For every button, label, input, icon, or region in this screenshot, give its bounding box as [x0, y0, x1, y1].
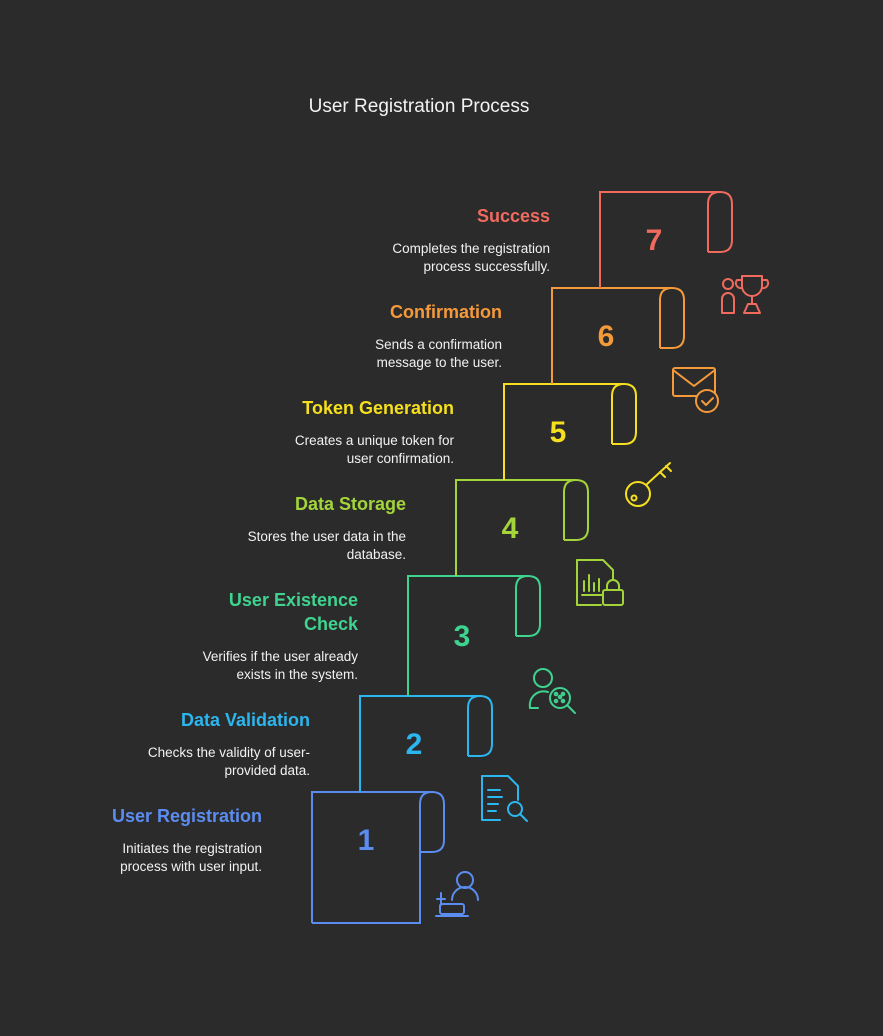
step-2-scroll-curl — [467, 695, 481, 756]
trophy-user-icon — [721, 275, 770, 314]
step-2-description: Checks the validity of user- provided da… — [147, 745, 310, 778]
step-3-description: Verifies if the user already exists in t… — [202, 649, 358, 682]
step-7-scroll-curl — [707, 191, 721, 252]
step-7-number: 7 — [645, 224, 663, 257]
step-6-number: 6 — [597, 320, 615, 353]
step-6-title: Confirmation — [390, 302, 502, 322]
step-5-scroll — [503, 383, 637, 480]
step-5-description: Creates a unique token for user confirma… — [294, 433, 454, 466]
step-5-scroll-curl — [611, 383, 625, 444]
step-2-number: 2 — [405, 728, 423, 761]
step-4-scroll — [455, 479, 589, 576]
user-laptop-icon — [435, 871, 479, 917]
step-7-scroll — [599, 191, 733, 288]
step-3-number: 3 — [453, 620, 471, 653]
step-6-scroll — [551, 287, 685, 384]
step-3-scroll — [407, 575, 541, 696]
step-2-scroll — [359, 695, 493, 792]
step-2-title: Data Validation — [180, 710, 310, 730]
key-icon — [625, 462, 672, 507]
step-1-scroll-curl — [419, 791, 433, 852]
mail-check-icon — [672, 367, 719, 413]
step-6-description: Sends a confirmation message to the user… — [375, 337, 502, 370]
step-6-scroll-curl — [659, 287, 673, 348]
step-1-number: 1 — [357, 824, 375, 857]
step-3-title: User Existence Check — [228, 590, 358, 634]
step-4-number: 4 — [501, 512, 519, 545]
step-5-number: 5 — [549, 416, 567, 449]
step-7-title: Success — [476, 206, 550, 226]
page-title: User Registration Process — [308, 96, 530, 117]
step-4-scroll-curl — [563, 479, 577, 540]
step-5-title: Token Generation — [302, 398, 454, 418]
document-search-icon — [481, 775, 528, 822]
step-3-scroll-curl — [515, 575, 529, 636]
step-1-title: User Registration — [111, 806, 262, 826]
step-4-title: Data Storage — [294, 494, 406, 514]
step-4-description: Stores the user data in the database. — [247, 529, 406, 562]
step-1-scroll — [311, 791, 445, 924]
secure-data-file-icon — [576, 559, 624, 606]
step-1-description: Initiates the registration process with … — [120, 841, 262, 874]
step-7-description: Completes the registration process succe… — [392, 241, 550, 274]
user-search-icon — [528, 668, 576, 714]
